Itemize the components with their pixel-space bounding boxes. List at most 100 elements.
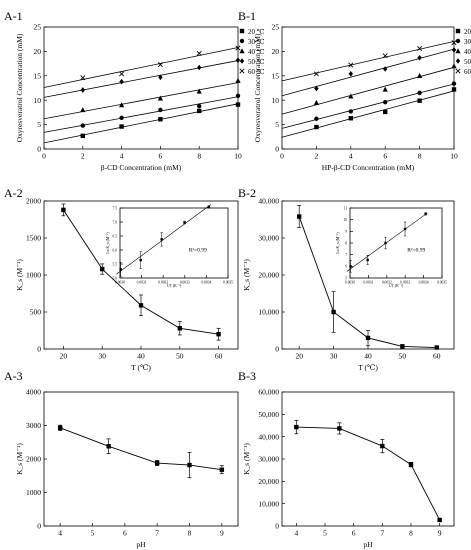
y-tick-label: 0: [37, 345, 41, 354]
inset-x-tick-label: 0.0033: [400, 281, 410, 285]
data-point: [158, 74, 163, 81]
x-tick-label: 0: [42, 152, 46, 161]
y-tick-label: 10: [34, 96, 42, 105]
legend-marker: [239, 58, 245, 64]
x-tick-label: 8: [409, 529, 413, 538]
data-point: [417, 54, 422, 61]
fit-line: [43, 103, 239, 144]
legend-label: 50 ℃: [464, 58, 471, 66]
y-tick-label: 1500: [26, 234, 41, 243]
y-tick-label: 10,000: [258, 499, 279, 508]
data-point: [417, 98, 422, 103]
data-point: [451, 47, 457, 53]
x-tick-label: 4: [349, 152, 353, 161]
panel-a-3: A-3 4 5 6 7 8 9 0 1000 2000 3000 4000 pH K_s (M⁻¹): [4, 369, 239, 549]
x-tick-label: 2: [81, 152, 85, 161]
data-point: [235, 102, 241, 107]
data-point: [313, 71, 319, 77]
legend-label: 30 ℃: [464, 38, 471, 46]
fit-line: [43, 82, 239, 120]
y-tick-label: 20: [34, 47, 42, 56]
inset-data-point: [139, 258, 142, 262]
data-point: [196, 50, 202, 56]
data-point: [380, 443, 385, 449]
y-tick-label: 5: [275, 120, 279, 129]
y-tick-label: 10: [272, 96, 280, 105]
inset-y-tick-label: 6.5: [113, 234, 118, 238]
x-tick-label: 8: [197, 152, 201, 161]
data-point: [297, 214, 302, 219]
y-axis-label: K_s (M⁻¹): [15, 259, 24, 291]
inset-y-tick-label: 6.0: [113, 248, 118, 252]
data-point: [197, 108, 202, 114]
data-point: [451, 63, 457, 69]
data-point: [235, 57, 241, 63]
inset-annotation: R²=0.99: [189, 247, 207, 253]
y-tick-label: 30,000: [258, 455, 279, 464]
data-point: [294, 424, 299, 430]
inset-x-tick-label: 0.0032: [158, 281, 168, 285]
series-line: [60, 427, 222, 471]
data-point: [80, 107, 86, 113]
panel-b-3: B-3 4 5 6 7 8 9 0 10,000 20,000 30,000 40,000 50,000…: [238, 369, 455, 549]
inset-annotation: R²=0.99: [407, 247, 425, 253]
legend-label: 20 ℃: [248, 28, 265, 36]
x-tick-label: 5: [91, 529, 95, 538]
legend-label: 20 ℃: [464, 28, 471, 36]
data-point: [417, 45, 423, 51]
fit-line: [281, 66, 455, 115]
y-tick-label: 10,000: [258, 308, 279, 317]
x-tick-label: 4: [58, 529, 62, 538]
x-tick-label: 6: [352, 529, 356, 538]
data-point: [157, 62, 163, 68]
y-axis-label: K_s (M⁻¹): [15, 443, 24, 475]
panel-label: B-2: [238, 186, 256, 200]
inset-data-point: [403, 227, 407, 231]
y-tick-label: 2000: [26, 455, 41, 464]
x-axis-label: T (℃): [358, 363, 378, 372]
y-axis-label: Oxyresveratrol Concentration (mM): [253, 33, 262, 142]
legend-marker: [239, 38, 245, 44]
data-point: [408, 462, 414, 467]
inset-data-point: [424, 212, 427, 216]
inset-y-tick-label: 7.5: [113, 206, 118, 210]
data-point: [314, 85, 319, 92]
legend-label: 30 ℃: [248, 38, 265, 46]
data-point: [382, 86, 388, 92]
data-point: [216, 332, 221, 337]
inset-y-tick-label: 5: [345, 276, 347, 280]
inset-y-tick-label: 10: [343, 218, 347, 222]
y-tick-label: 0: [275, 345, 279, 354]
data-point: [383, 99, 388, 105]
inset-plot: 0.0030 0.0031 0.0032 0.0033 0.0034 0.0035 5.0 5…: [106, 204, 233, 288]
y-tick-label: 0: [275, 145, 279, 154]
x-tick-label: 8: [418, 152, 422, 161]
data-point: [348, 62, 354, 68]
y-tick-label: 500: [30, 308, 42, 317]
inset-y-tick-label: 11: [344, 206, 348, 210]
inset-y-tick-label: 6: [345, 265, 347, 269]
series-line: [296, 426, 441, 521]
legend-label: 60 ℃: [248, 68, 265, 76]
data-point: [158, 117, 163, 122]
x-tick-label: 2: [315, 152, 319, 161]
fit-line: [43, 96, 239, 133]
inset-data-point: [207, 205, 210, 209]
panel-a-1: A-1 0 2 4 6 8 10 0 5 10 15 20 25 β-CD Concentration (…: [4, 9, 265, 172]
inset-y-tick-label: 7: [345, 253, 347, 257]
data-point: [383, 66, 388, 72]
x-axis-label: HP-β-CD Concentration (mM): [322, 163, 415, 172]
y-tick-label: 15: [272, 71, 280, 80]
legend-marker: [239, 48, 245, 54]
inset-x-tick-label: 0.0033: [180, 281, 190, 285]
data-point: [417, 73, 423, 78]
inset-data-point: [349, 265, 352, 268]
x-axis-label: pH: [363, 540, 373, 549]
inset-fit-line: [116, 204, 212, 275]
panel-b-1: B-1 0 2 4 6 8 10 0 5 10 15 20 25 HP-β-CD Concentratio…: [238, 9, 471, 172]
fit-line: [43, 60, 239, 98]
inset-data-point: [183, 221, 186, 224]
x-tick-label: 0: [280, 152, 284, 161]
x-tick-label: 7: [380, 529, 384, 538]
